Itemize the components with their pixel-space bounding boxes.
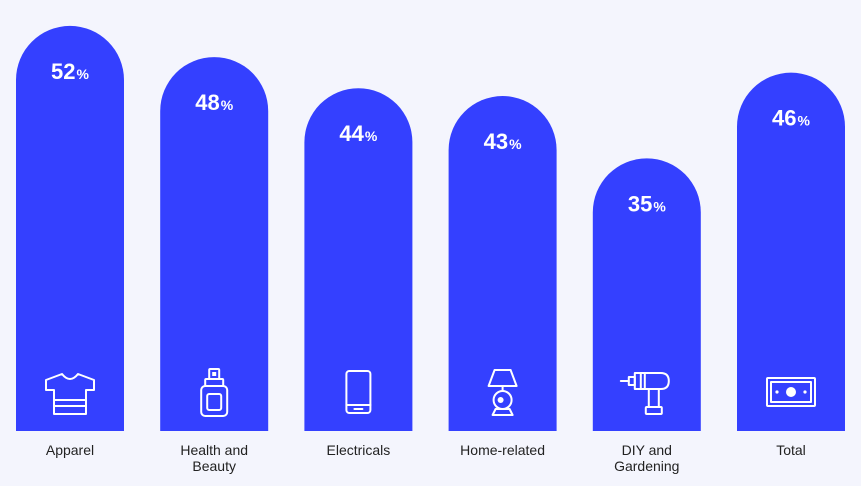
banknote-icon <box>766 377 816 407</box>
bar-electricals <box>304 88 413 432</box>
drill-icon <box>619 372 670 415</box>
bar-group-electricals: 44% Electricals <box>304 88 413 458</box>
category-label-diy-and-gardening: DIY and Gardening <box>614 442 679 474</box>
category-label-apparel: Apparel <box>46 442 94 458</box>
category-label-health-and-beauty: Health and Beauty <box>180 442 248 474</box>
bar-health-and-beauty <box>160 57 269 432</box>
bar-total <box>737 72 845 431</box>
value-label-electricals: 44% <box>339 121 377 146</box>
value-label-total: 46% <box>772 106 810 131</box>
value-label-health-and-beauty: 48% <box>195 90 233 115</box>
bar-home-related <box>448 96 557 432</box>
bar-group-home-related: 43% Home-related <box>448 96 557 458</box>
smartphone-icon <box>345 370 372 414</box>
bar-diy-and-gardening <box>592 158 701 431</box>
tshirt-icon <box>45 373 95 415</box>
category-label-total: Total <box>776 442 806 458</box>
bar-group-diy-and-gardening: 35% DIY and Gardening <box>592 158 701 474</box>
lamp-icon <box>487 369 518 416</box>
bar-apparel <box>16 25 124 431</box>
category-label-electricals: Electricals <box>327 442 391 458</box>
bar-group-health-and-beauty: 48% Health and Beauty <box>160 57 269 474</box>
category-label-home-related: Home-related <box>460 442 545 458</box>
value-label-apparel: 52% <box>51 59 89 84</box>
spray-bottle-icon <box>200 368 229 417</box>
bar-group-apparel: 52% Apparel <box>16 25 124 458</box>
bar-group-total: 46% Total <box>737 72 845 458</box>
value-label-home-related: 43% <box>484 129 522 154</box>
value-label-diy-and-gardening: 35% <box>628 191 666 216</box>
